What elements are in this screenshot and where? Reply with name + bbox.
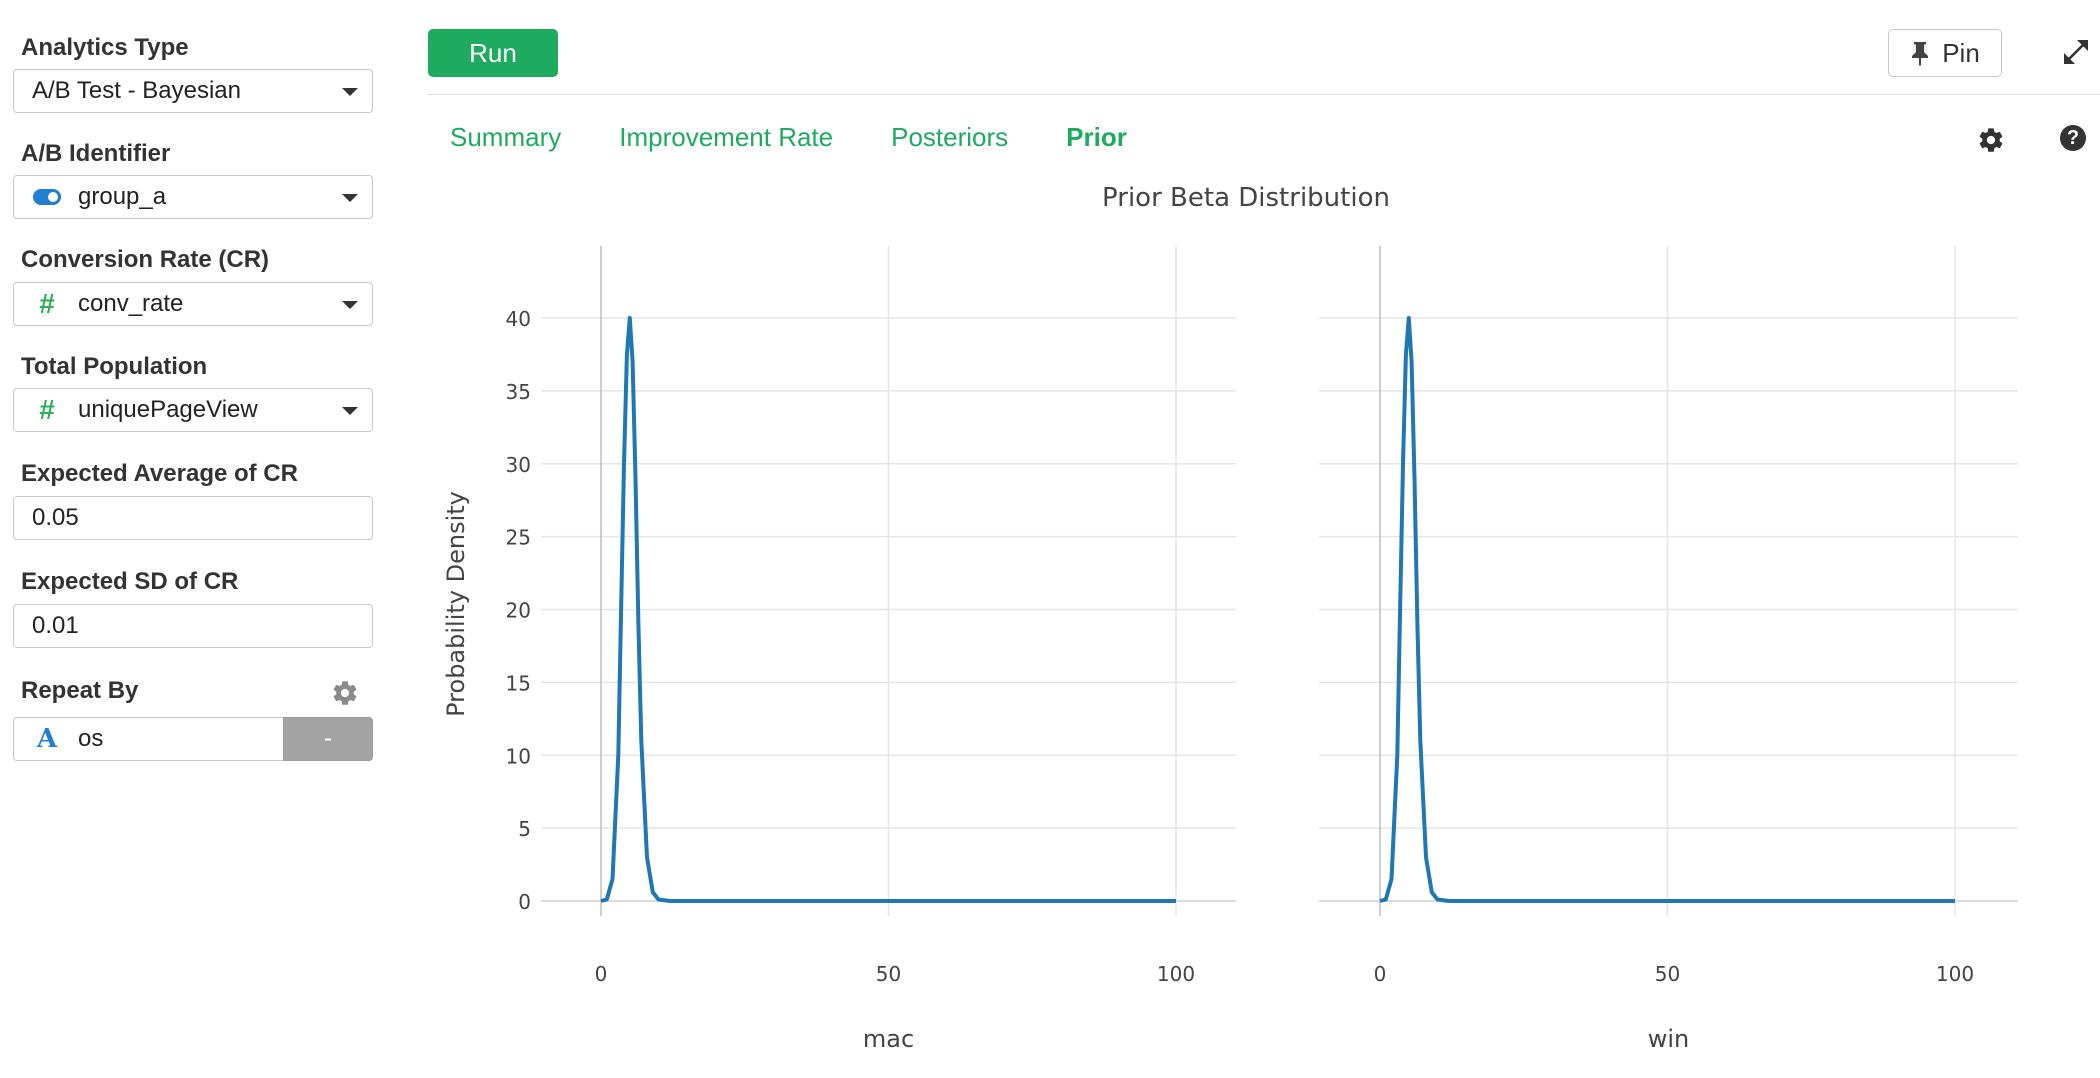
chevron-down-icon — [342, 194, 358, 202]
help-icon[interactable]: ? — [2060, 125, 2086, 151]
expected-average-label: Expected Average of CR — [21, 460, 298, 487]
chevron-down-icon — [342, 88, 358, 96]
facet-panel-win: 0 50 100 win — [1319, 246, 2018, 1053]
y-tick-label: 35 — [506, 380, 531, 404]
ab-identifier-label: A/B Identifier — [21, 140, 171, 167]
toggle-icon — [33, 189, 61, 205]
tab-bar: Summary Improvement Rate Posteriors Prio… — [450, 122, 1127, 154]
y-tick-label: 20 — [506, 599, 531, 623]
repeat-by-label: Repeat By — [21, 677, 139, 704]
tab-summary[interactable]: Summary — [450, 122, 562, 152]
tab-prior[interactable]: Prior — [1066, 122, 1127, 152]
gear-icon[interactable] — [1977, 126, 2005, 154]
prior-beta-chart: Prior Beta Distribution Probability Dens… — [442, 183, 2018, 1053]
hash-icon: # — [39, 288, 55, 319]
hash-icon: # — [39, 394, 55, 425]
conversion-rate-select[interactable]: # conv_rate — [13, 282, 373, 326]
tab-posteriors[interactable]: Posteriors — [891, 122, 1009, 152]
analytics-type-select[interactable]: A/B Test - Bayesian — [13, 69, 373, 113]
pin-icon — [1912, 42, 1929, 66]
total-population-value: uniquePageView — [78, 396, 258, 423]
x-tick-label: 0 — [1374, 962, 1387, 986]
facet-label: mac — [863, 1025, 914, 1053]
y-tick-label: 30 — [506, 453, 531, 477]
series-line-win — [1379, 316, 1955, 903]
series-line-mac — [600, 316, 1176, 903]
x-tick-label: 0 — [595, 962, 608, 986]
y-tick-label: 0 — [518, 890, 531, 914]
expand-icon[interactable] — [2061, 37, 2091, 67]
x-tick-label: 100 — [1157, 962, 1195, 986]
sidebar: Analytics Type A/B Test - Bayesian A/B I… — [0, 0, 390, 1078]
y-tick-label: 5 — [518, 817, 531, 841]
y-axis-label: Probability Density — [442, 491, 470, 717]
total-population-select[interactable]: # uniquePageView — [13, 388, 373, 432]
expected-sd-label: Expected SD of CR — [21, 568, 239, 595]
x-tick-label: 100 — [1936, 962, 1974, 986]
y-tick-label: 25 — [506, 526, 531, 550]
y-tick-label: 40 — [506, 307, 531, 331]
analytics-type-label: Analytics Type — [21, 34, 189, 61]
pin-label: Pin — [1942, 37, 1980, 68]
total-population-label: Total Population — [21, 353, 208, 380]
x-tick-label: 50 — [1655, 962, 1680, 986]
repeat-by-value: os — [78, 725, 104, 752]
gear-icon[interactable] — [331, 679, 359, 707]
facet-label: win — [1648, 1025, 1690, 1053]
remove-repeat-by-button[interactable]: - — [283, 717, 373, 761]
chart-title: Prior Beta Distribution — [1102, 183, 1390, 213]
ab-identifier-select[interactable]: group_a — [13, 175, 373, 219]
conversion-rate-value: conv_rate — [78, 290, 184, 317]
toolbar-divider — [428, 94, 2100, 95]
facet-panels: 0 5 10 15 20 25 30 35 40 0 50 100 mac 0 50 100 win — [506, 246, 2018, 1053]
analytics-type-value: A/B Test - Bayesian — [32, 77, 241, 104]
repeat-by-select[interactable]: A os — [13, 717, 283, 761]
chevron-down-icon — [342, 407, 358, 415]
expected-sd-input[interactable]: 0.01 — [13, 604, 373, 648]
run-button[interactable]: Run — [428, 29, 558, 77]
x-tick-label: 50 — [876, 962, 901, 986]
facet-panel-mac: 0 5 10 15 20 25 30 35 40 0 50 100 mac — [506, 246, 1236, 1053]
ab-identifier-value: group_a — [78, 183, 167, 210]
tab-improvement-rate[interactable]: Improvement Rate — [619, 122, 834, 152]
expected-average-input[interactable]: 0.05 — [13, 496, 373, 540]
pin-button[interactable]: Pin — [1888, 29, 2002, 77]
text-type-icon: A — [36, 724, 58, 754]
repeat-by-row: A os - — [13, 717, 373, 761]
chevron-down-icon — [342, 301, 358, 309]
y-tick-label: 15 — [506, 671, 531, 695]
conversion-rate-label: Conversion Rate (CR) — [21, 246, 270, 273]
y-tick-label: 10 — [506, 744, 531, 768]
